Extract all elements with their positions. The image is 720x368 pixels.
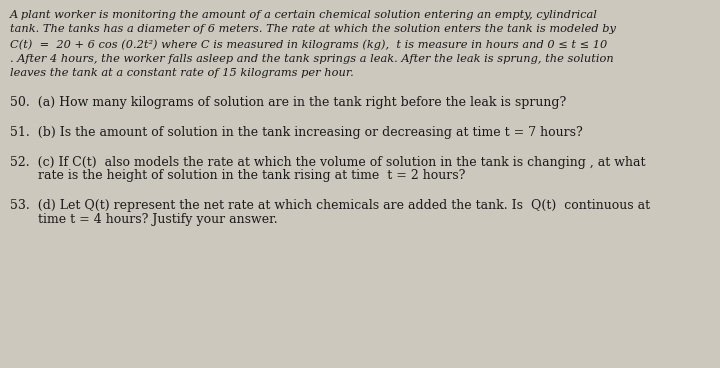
Text: 50.  (a) How many kilograms of solution are in the tank right before the leak is: 50. (a) How many kilograms of solution a…	[10, 96, 566, 109]
Text: time t = 4 hours? Justify your answer.: time t = 4 hours? Justify your answer.	[10, 213, 278, 226]
Text: 51.  (b) Is the amount of solution in the tank increasing or decreasing at time : 51. (b) Is the amount of solution in the…	[10, 126, 582, 139]
Text: . After 4 hours, the worker falls asleep and the tank springs a leak. After the : . After 4 hours, the worker falls asleep…	[10, 53, 613, 64]
Text: A plant worker is monitoring the amount of a certain chemical solution entering : A plant worker is monitoring the amount …	[10, 10, 598, 20]
Text: leaves the tank at a constant rate of 15 kilograms per hour.: leaves the tank at a constant rate of 15…	[10, 68, 354, 78]
Text: rate is the height of solution in the tank rising at time  t = 2 hours?: rate is the height of solution in the ta…	[10, 170, 465, 183]
Text: 52.  (c) If C(t)  also models the rate at which the volume of solution in the ta: 52. (c) If C(t) also models the rate at …	[10, 156, 646, 169]
Text: 53.  (d) Let Q(t) represent the net rate at which chemicals are added the tank. : 53. (d) Let Q(t) represent the net rate …	[10, 199, 650, 212]
Text: tank. The tanks has a diameter of 6 meters. The rate at which the solution enter: tank. The tanks has a diameter of 6 mete…	[10, 25, 616, 35]
Text: C(t)  =  20 + 6 cos (0.2t²) where C is measured in kilograms (kg),  t is measure: C(t) = 20 + 6 cos (0.2t²) where C is mea…	[10, 39, 607, 50]
